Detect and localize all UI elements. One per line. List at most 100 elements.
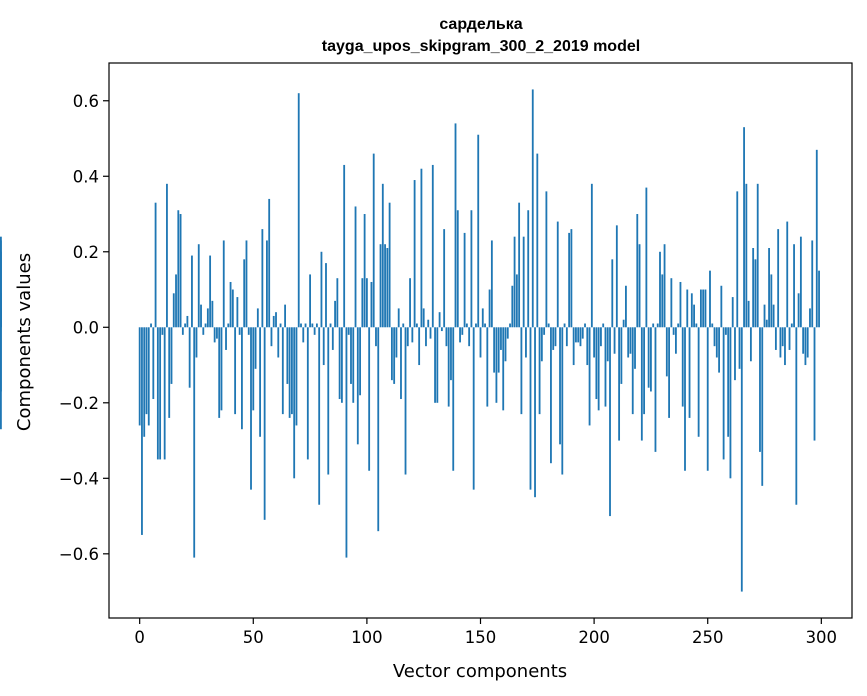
x-axis-ticks: 0 50 100 150 200 250 300	[134, 618, 837, 647]
bar-16	[175, 274, 177, 328]
bar-154	[488, 289, 491, 328]
bar-40	[229, 281, 232, 328]
bar-39	[227, 323, 230, 328]
bar-125	[422, 308, 425, 328]
bar-184	[556, 221, 559, 328]
bar-220	[638, 244, 641, 328]
bar-139	[454, 123, 457, 328]
bar-207	[609, 327, 611, 517]
bar-297	[813, 327, 816, 441]
y-tick-label: 0.2	[73, 243, 99, 262]
bar-166	[515, 274, 518, 328]
bar-131	[436, 327, 439, 403]
bar-161	[504, 327, 507, 362]
y-axis-label: Components values	[14, 253, 35, 431]
bar-293	[804, 327, 807, 366]
bar-200	[593, 327, 596, 358]
bar-182	[552, 327, 555, 350]
bar-240	[684, 327, 686, 471]
bar-169	[522, 236, 525, 328]
bar-29	[204, 323, 207, 328]
bar-213	[622, 319, 625, 328]
bar-128	[429, 327, 432, 339]
bar-179	[545, 191, 548, 328]
bar-62	[279, 323, 282, 328]
bar-287	[790, 323, 793, 328]
bar-85	[331, 327, 334, 350]
bar-98	[361, 278, 364, 328]
bar-153	[486, 327, 489, 407]
bar-75	[309, 274, 311, 328]
x-axis-label: Vector components	[393, 661, 567, 682]
bar-201	[595, 327, 598, 400]
bar-7	[154, 202, 157, 328]
bar-57	[268, 198, 271, 328]
bar-108	[384, 244, 386, 328]
bar-35	[218, 327, 221, 418]
bar-123	[418, 327, 421, 366]
x-tick-label: 0	[134, 628, 145, 647]
bar-149	[477, 134, 480, 328]
bar-116	[402, 323, 405, 328]
bar-262	[734, 327, 736, 381]
y-tick-label: 0.6	[73, 92, 99, 111]
bar-289	[795, 327, 798, 505]
bar-15	[172, 293, 175, 328]
bar-263	[736, 191, 739, 328]
bar-91	[345, 327, 348, 558]
bar-219	[636, 214, 639, 328]
bar-50	[252, 327, 255, 411]
bar-205	[604, 327, 607, 407]
bar-110	[388, 202, 391, 328]
bar-208	[611, 259, 614, 328]
bar-72	[302, 327, 305, 343]
bar-238	[679, 281, 682, 328]
bar-130	[434, 327, 436, 403]
bar-185	[559, 327, 561, 445]
bar-1	[141, 327, 143, 535]
bar-146	[470, 210, 473, 328]
bar-undefined	[0, 327, 2, 430]
x-tick-label: 250	[692, 628, 724, 647]
bar-23	[191, 255, 193, 328]
bar-6	[152, 327, 155, 400]
bar-181	[550, 327, 552, 464]
bar-94	[352, 327, 355, 403]
bar-223	[645, 187, 648, 328]
bar-239	[681, 327, 684, 407]
bar-199	[590, 183, 593, 328]
bar-164	[511, 285, 514, 328]
bar-266	[743, 127, 745, 328]
bar-152	[484, 323, 486, 328]
bar-14	[170, 327, 173, 384]
bar-259	[727, 327, 730, 437]
y-tick-label: 0.0	[73, 318, 99, 337]
bar-55	[263, 327, 266, 520]
bar-series	[0, 89, 820, 592]
chart-title: сарделька	[439, 16, 522, 33]
bar-180	[547, 323, 550, 328]
bar-118	[406, 327, 409, 347]
bar-137	[450, 327, 452, 381]
bar-147	[472, 327, 475, 490]
bar-192	[575, 327, 577, 343]
bar-73	[304, 323, 307, 328]
bar-187	[563, 323, 566, 328]
bar-136	[447, 327, 450, 407]
bar-119	[409, 278, 411, 328]
bar-283	[781, 327, 784, 347]
plot-frame	[108, 62, 853, 619]
bar-103	[372, 153, 375, 328]
bar-105	[377, 327, 380, 532]
bar-267	[745, 183, 748, 328]
bar-244	[693, 304, 695, 328]
bar-129	[431, 164, 434, 328]
bar-230	[661, 274, 664, 328]
bar-246	[697, 327, 700, 437]
bar-22	[188, 327, 191, 388]
bar-143	[463, 232, 466, 328]
bar-48	[247, 327, 250, 335]
bar-279	[772, 304, 775, 328]
bar-3	[145, 327, 148, 415]
bar-69	[295, 327, 298, 426]
